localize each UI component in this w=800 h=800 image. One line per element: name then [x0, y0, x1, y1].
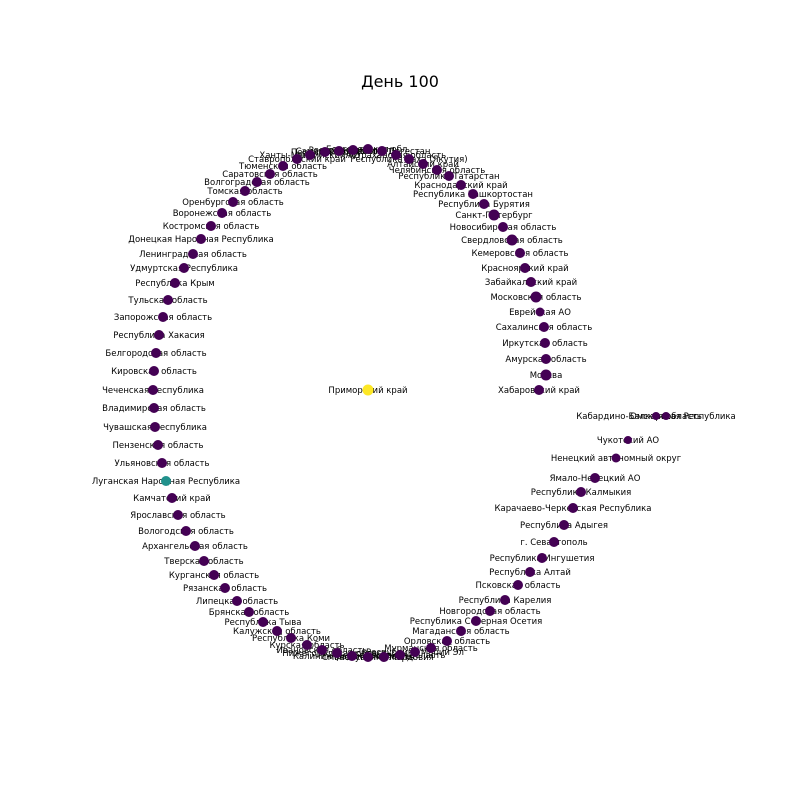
graph-node — [418, 159, 428, 169]
graph-node — [240, 186, 250, 196]
graph-node — [442, 636, 452, 646]
graph-node — [426, 643, 436, 653]
graph-node — [181, 526, 191, 536]
graph-nodes — [148, 144, 670, 662]
graph-node — [498, 222, 508, 232]
graph-node — [456, 626, 466, 636]
graph-node — [363, 144, 373, 154]
graph-node — [485, 606, 495, 616]
graph-node — [161, 476, 171, 486]
graph-node — [525, 567, 535, 577]
graph-node — [173, 510, 183, 520]
graph-node — [317, 645, 327, 655]
graph-node — [534, 385, 544, 395]
graph-node — [513, 580, 523, 590]
node-labels: Приморский крайМоскваХабаровский крайАму… — [92, 145, 736, 663]
graph-node — [153, 440, 163, 450]
graph-node — [286, 633, 296, 643]
graph-node — [506, 234, 518, 246]
graph-node — [199, 556, 209, 566]
graph-node — [150, 422, 160, 432]
graph-node — [190, 541, 200, 551]
graph-node — [535, 307, 545, 317]
graph-node — [278, 161, 288, 171]
graph-node — [228, 197, 238, 207]
graph-node — [444, 171, 454, 181]
graph-node — [151, 348, 161, 358]
graph-node — [362, 384, 374, 396]
graph-node — [244, 607, 254, 617]
graph-node — [163, 295, 173, 305]
graph-node — [272, 626, 282, 636]
graph-node — [568, 503, 578, 513]
graph-node — [500, 595, 510, 605]
graph-node — [515, 248, 525, 258]
graph-node — [590, 473, 600, 483]
graph-node — [432, 165, 442, 175]
graph-node — [520, 263, 530, 273]
graph-node — [206, 221, 216, 231]
graph-node — [456, 180, 466, 190]
graph-node — [157, 458, 167, 468]
graph-node — [540, 369, 552, 381]
graph-node — [305, 150, 315, 160]
graph-node — [391, 150, 401, 160]
graph-node — [539, 322, 549, 332]
graph-node — [530, 291, 542, 303]
graph-node — [154, 330, 164, 340]
graph-node — [320, 147, 330, 157]
graph-node — [576, 487, 586, 497]
graph-node — [559, 520, 569, 530]
graph-node — [196, 234, 206, 244]
graph-node — [188, 249, 198, 259]
graph-node — [209, 570, 219, 580]
graph-node — [179, 263, 189, 273]
graph-node — [252, 177, 262, 187]
graph-node — [379, 652, 389, 662]
graph-node — [167, 493, 177, 503]
graph-node — [537, 553, 547, 563]
graph-node — [217, 208, 227, 218]
graph-node — [158, 312, 168, 322]
graph-node — [258, 617, 268, 627]
graph-node — [302, 640, 312, 650]
graph-node — [662, 412, 670, 420]
graph-node — [549, 537, 559, 547]
graph-node — [348, 145, 358, 155]
graph-node — [624, 436, 632, 444]
graph-node — [540, 338, 550, 348]
graph-node — [332, 648, 342, 658]
graph-node — [652, 412, 660, 420]
graph-node — [404, 154, 414, 164]
graph-node — [148, 385, 158, 395]
graph-node — [468, 189, 478, 199]
graph-node — [170, 278, 180, 288]
graph-node — [479, 199, 489, 209]
graph-node — [220, 583, 230, 593]
graph-node — [347, 651, 357, 661]
graph-node — [363, 652, 373, 662]
graph-node — [541, 354, 551, 364]
graph-node — [334, 146, 344, 156]
graph-node — [292, 154, 302, 164]
graph-node — [395, 650, 405, 660]
graph-node — [526, 277, 536, 287]
plot-title: День 100 — [361, 72, 439, 91]
graph-node — [232, 596, 242, 606]
graph-node — [149, 366, 159, 376]
graph-node — [471, 616, 481, 626]
graph-node — [410, 647, 420, 657]
graph-node — [488, 209, 500, 221]
graph-node — [265, 169, 275, 179]
graph-node — [377, 146, 387, 156]
graph-node — [149, 403, 159, 413]
graph-node — [611, 453, 621, 463]
